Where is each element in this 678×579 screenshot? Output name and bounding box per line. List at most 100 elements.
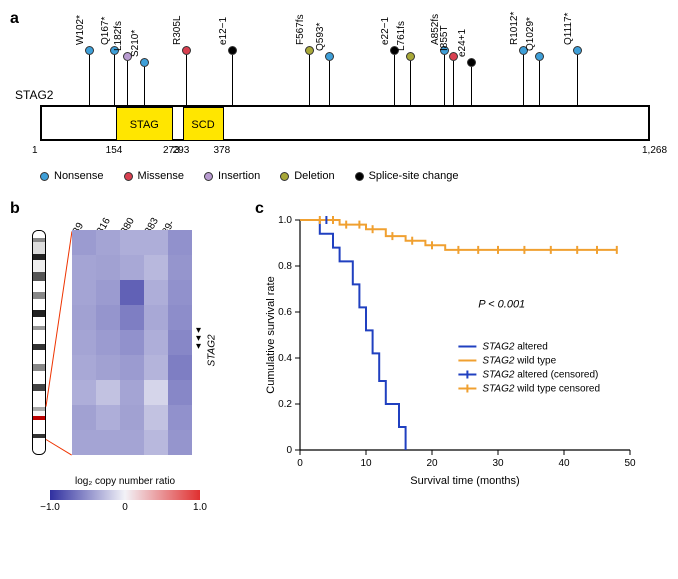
km-wildtype (300, 220, 617, 250)
arrow-icon: ▾ (196, 341, 201, 352)
mutation-label: R1012* (509, 12, 520, 45)
ideo-band (33, 242, 46, 253)
legend-item-insertion: Insertion (204, 170, 260, 182)
heatmap-cell (96, 355, 120, 380)
heatmap-cell (72, 430, 96, 455)
mutation-head-icon (535, 52, 544, 61)
y-tick-label: 0 (286, 445, 292, 456)
heatmap-cell (120, 405, 144, 430)
legend-text: Deletion (294, 170, 334, 182)
mutation-e121: e12−1 (232, 55, 233, 105)
heatmap-cell (72, 305, 96, 330)
ideo-band (33, 260, 46, 271)
mutation-R305L: R305L (186, 55, 187, 105)
ideo-band (33, 317, 46, 326)
mutation-head-icon (182, 46, 191, 55)
domain-scd: SCD (183, 107, 224, 141)
heatmap-cell (168, 355, 192, 380)
mutation-label: Q167* (100, 17, 111, 45)
y-tick-label: 0.8 (278, 261, 292, 272)
y-tick-label: 0.6 (278, 307, 292, 318)
mutation-head-icon (140, 58, 149, 67)
ideo-band (33, 281, 46, 292)
mutation-I855T: I855T (453, 61, 454, 105)
ideo-band (33, 330, 46, 344)
legend-item-nonsense: Nonsense (40, 170, 104, 182)
heatmap-cell (168, 405, 192, 430)
mutation-W102: W102* (89, 55, 90, 105)
colorbar-tick: 1.0 (188, 502, 212, 513)
mutation-Q167: Q167* (114, 55, 115, 105)
colorbar (50, 490, 200, 500)
km-plot: 0102030405000.20.40.60.81.0Survival time… (265, 200, 665, 500)
heatmap-cell (96, 405, 120, 430)
mutation-Q1117: Q1117* (577, 55, 578, 105)
mutation-Q1029: Q1029* (539, 61, 540, 105)
ideogram (32, 230, 46, 455)
legend-text: STAG2 altered (censored) (482, 370, 598, 381)
heatmap-cell (72, 280, 96, 305)
x-tick-label: 20 (426, 458, 438, 469)
mutation-label: I855T (439, 25, 450, 51)
ideo-band (33, 344, 46, 351)
mutation-label: W102* (75, 15, 86, 45)
stag2-marker-label: STAG2 (207, 334, 218, 366)
zoom-line (46, 439, 73, 456)
legend-text: Missense (138, 170, 184, 182)
y-tick-label: 0.2 (278, 399, 292, 410)
mutation-label: e22−1 (380, 17, 391, 45)
mutation-label: S210* (130, 30, 141, 57)
heatmap-cell (120, 230, 144, 255)
km-legend: STAG2 alteredSTAG2 wild typeSTAG2 altere… (458, 342, 600, 395)
colorbar-tick: −1.0 (38, 502, 62, 513)
colorbar-title: log₂ copy number ratio (50, 476, 200, 487)
x-tick-label: 30 (492, 458, 504, 469)
coord-label: 293 (173, 145, 190, 156)
mutation-e241: e24+1 (471, 67, 472, 105)
heatmap-cell (96, 230, 120, 255)
heatmap-cell (120, 305, 144, 330)
heatmap-cell (96, 255, 120, 280)
mutation-label: e24+1 (457, 29, 468, 57)
legend-item-deletion: Deletion (280, 170, 334, 182)
ideo-band (33, 310, 46, 317)
figure: a STAG2 STAGSCD W102*Q167*L182fsS210*R30… (10, 10, 668, 540)
ideo-band (33, 384, 46, 391)
colorbar-tick: 0 (113, 502, 137, 513)
x-tick-label: 40 (558, 458, 570, 469)
heatmap-cell (72, 405, 96, 430)
mutation-Q593: Q593* (329, 61, 330, 105)
heatmap-cell (120, 255, 144, 280)
heatmap-cell (120, 355, 144, 380)
mutation-L761fs: L761fs (410, 61, 411, 105)
ideo-band (33, 272, 46, 281)
heatmap-cell (96, 430, 120, 455)
heatmap-cell (96, 380, 120, 405)
heatmap-cell (120, 330, 144, 355)
mutation-head-icon (228, 46, 237, 55)
heatmap-cell (72, 380, 96, 405)
mutation-legend: NonsenseMissenseInsertionDeletionSplice-… (40, 170, 458, 182)
panel-a-label: a (10, 10, 19, 28)
y-tick-label: 0.4 (278, 353, 292, 364)
heatmap-cell (144, 280, 168, 305)
heatmap-cell (168, 380, 192, 405)
legend-text: STAG2 wild type (482, 356, 556, 367)
coord-label: 1 (32, 145, 38, 156)
ideo-band (33, 391, 46, 407)
heatmap-cell (144, 230, 168, 255)
coord-label: 378 (214, 145, 231, 156)
heatmap-cell (120, 380, 144, 405)
ideo-band (33, 420, 46, 434)
km-altered (300, 220, 406, 450)
ideo-band (33, 371, 46, 385)
ideo-band (33, 231, 46, 238)
heatmap-cell (72, 255, 96, 280)
ideo-band (33, 254, 46, 261)
ideo-band (33, 364, 46, 371)
ideo-band (33, 299, 46, 310)
legend-text: Insertion (218, 170, 260, 182)
x-tick-label: 0 (297, 458, 303, 469)
heatmap-cell (144, 330, 168, 355)
heatmap-cell (120, 280, 144, 305)
